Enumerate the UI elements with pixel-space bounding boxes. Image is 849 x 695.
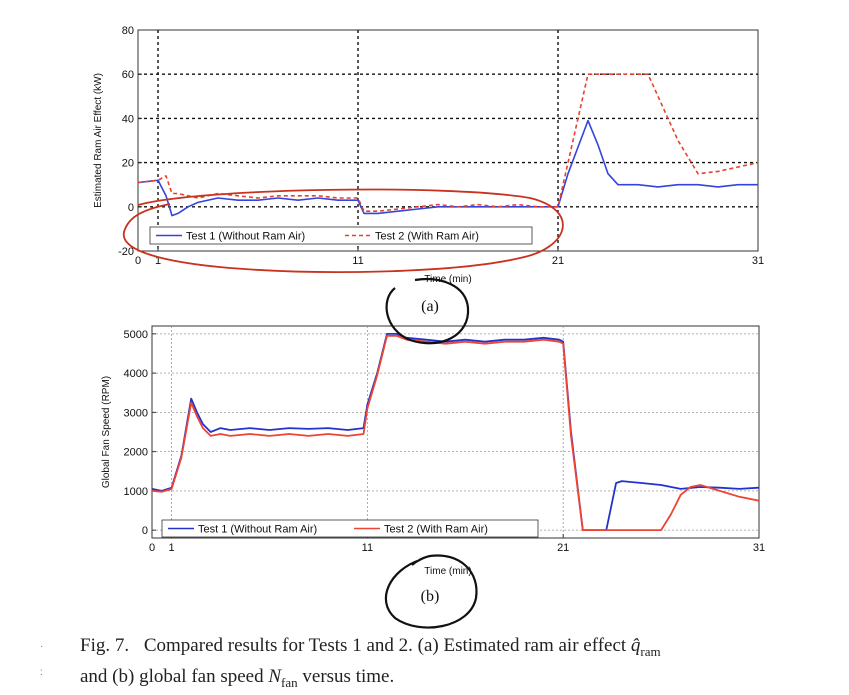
- x-tick-label: 21: [552, 255, 564, 267]
- y-tick-label: 4000: [124, 368, 148, 380]
- legend: Test 1 (Without Ram Air) Test 2 (With Ram…: [161, 519, 539, 538]
- caption-text-1: Compared results for Tests 1 and 2. (a) …: [143, 635, 627, 656]
- circle-annotation-b: [384, 554, 478, 629]
- x-tick-label: 21: [557, 542, 569, 554]
- margin-bullet-2: :: [40, 667, 43, 678]
- y-tick-label: -20: [118, 246, 134, 258]
- y-tick-label: 40: [122, 113, 134, 125]
- y-tick-label: 20: [122, 158, 134, 170]
- y-tick-label: 1000: [124, 486, 148, 498]
- series-line-1: [152, 332, 759, 531]
- y-tick-label: 80: [122, 25, 134, 37]
- x-tick-label: 11: [362, 542, 373, 554]
- legend-box: [161, 519, 539, 538]
- legend-box: [149, 226, 533, 245]
- y-tick-label: 0: [128, 202, 134, 214]
- caption-n-symbol: Nfan: [268, 665, 298, 690]
- caption-text-2: and (b) global fan speed: [80, 665, 264, 687]
- plot-area: [137, 29, 759, 252]
- x-tick-label: 11: [352, 255, 363, 267]
- legend-label-1: Test 1 (Without Ram Air): [186, 231, 305, 243]
- caption-label: Fig. 7.: [80, 635, 130, 656]
- y-tick-label: 0: [142, 525, 148, 537]
- series-line-2: [152, 334, 759, 531]
- x-axis-label: Time (min): [424, 566, 471, 577]
- y-tick-label: 3000: [124, 407, 148, 419]
- series-line-1: [138, 119, 758, 217]
- caption-text-3: versus time.: [302, 665, 395, 687]
- x-tick-label: 1: [155, 255, 161, 267]
- legend-label-1: Test 1 (Without Ram Air): [198, 524, 317, 536]
- legend-label-2: Test 2 (With Ram Air): [384, 524, 488, 536]
- panel-label-b: (b): [421, 588, 440, 605]
- series-line-2: [138, 73, 758, 212]
- x-tick-label: 1: [169, 542, 175, 554]
- caption-q-symbol: q̂ram: [630, 635, 661, 659]
- y-axis-label: Global Fan Speed (RPM): [101, 376, 112, 488]
- figure-caption: Fig. 7. Compared results for Tests 1 and…: [80, 633, 800, 695]
- y-tick-label: 2000: [124, 447, 148, 459]
- legend-label-2: Test 2 (With Ram Air): [375, 231, 479, 243]
- circle-annotation-a: [385, 278, 470, 345]
- panel-label-a: (a): [421, 298, 439, 315]
- red-ellipse-annotation: [123, 188, 564, 273]
- y-tick-label: 5000: [124, 329, 148, 341]
- y-axis-label: Estimated Ram Air Effect (kW): [93, 73, 104, 208]
- x-tick-label: 31: [753, 542, 765, 554]
- x-tick-label: 31: [752, 255, 764, 267]
- legend: Test 1 (Without Ram Air) Test 2 (With Ram…: [149, 226, 533, 245]
- margin-bullet-1: ·: [40, 641, 44, 652]
- x-tick-label: 0: [149, 542, 155, 554]
- plot-area: [151, 325, 760, 539]
- y-tick-label: 60: [122, 69, 134, 81]
- x-tick-label: 0: [135, 255, 141, 267]
- x-axis-label: Time (min): [424, 274, 471, 285]
